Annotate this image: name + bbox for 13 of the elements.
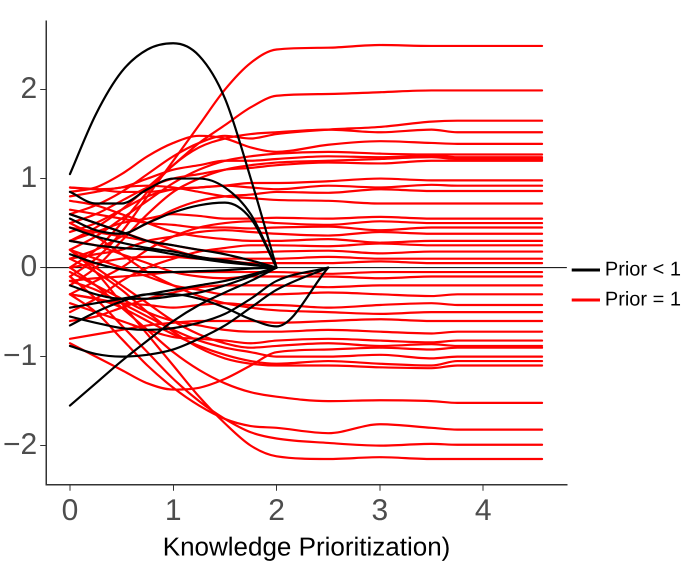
- y-tick-label: −2: [2, 428, 38, 461]
- x-tick-label: 1: [164, 494, 182, 528]
- y-tick-label: 2: [20, 72, 38, 105]
- x-tick-label: 2: [268, 494, 285, 528]
- y-tick-label: −1: [2, 338, 38, 372]
- x-tick-label: 0: [62, 494, 78, 528]
- legend-label: Prior = 1: [604, 288, 682, 311]
- x-tick-label: 4: [474, 494, 492, 528]
- x-tick-label: 3: [372, 494, 388, 528]
- x-axis-title: Knowledge Prioritization): [162, 532, 450, 562]
- y-tick-label: 1: [20, 160, 38, 194]
- legend-label: Prior < 1: [604, 258, 682, 281]
- y-tick-label: 0: [20, 250, 38, 283]
